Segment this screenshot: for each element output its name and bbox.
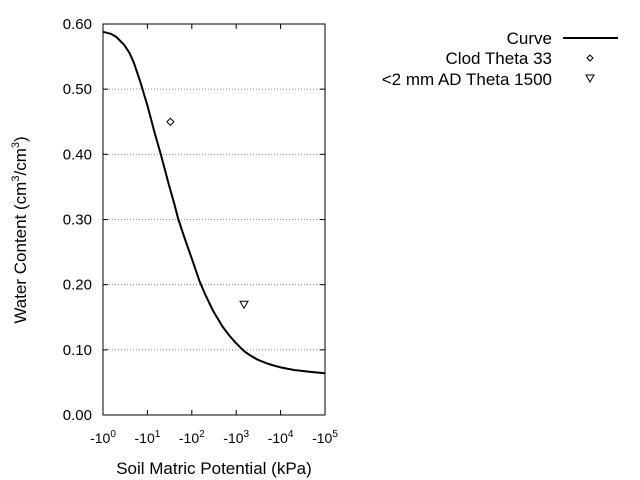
- legend: Curve Clod Theta 33 <2 mm AD Theta 1500: [382, 29, 618, 89]
- data-point-triangle-down: [239, 300, 249, 310]
- y-tick-label: 0.10: [63, 342, 92, 359]
- series-line-curve: [102, 30, 326, 375]
- y-tick-label: 0.40: [63, 146, 92, 163]
- legend-label-curve: Curve: [507, 29, 552, 48]
- legend-item-2mm-ad-theta-1500: <2 mm AD Theta 1500: [382, 70, 595, 89]
- legend-label-2mm-ad-theta-1500: <2 mm AD Theta 1500: [382, 70, 552, 89]
- x-tick-label: -105: [312, 429, 338, 446]
- y-tick-label: 0.00: [63, 407, 92, 424]
- legend-marker-triangle: [585, 74, 595, 84]
- y-tick-label: 0.60: [63, 16, 92, 33]
- data-point-diamond: [166, 117, 175, 126]
- x-tick-label: -101: [135, 429, 161, 446]
- y-tick-label: 0.30: [63, 212, 92, 229]
- grid-lines: [103, 88, 325, 351]
- x-tick-label: -100: [90, 429, 116, 446]
- y-tick-label: 0.50: [63, 81, 92, 98]
- y-axis: 0.00 0.10 0.20 0.30 0.40 0.50 0.60: [63, 16, 325, 424]
- y-axis-label: Water Content (cm3/cm3): [10, 136, 30, 323]
- point-markers: [166, 117, 249, 310]
- legend-label-clod-theta-33: Clod Theta 33: [446, 49, 552, 68]
- legend-marker-diamond: [586, 54, 594, 62]
- x-axis-label: Soil Matric Potential (kPa): [116, 459, 312, 478]
- y-tick-label: 0.20: [63, 277, 92, 294]
- x-tick-label: -102: [179, 429, 205, 446]
- curve-series: [102, 30, 326, 375]
- x-tick-label: -104: [268, 429, 294, 446]
- x-tick-label: -103: [223, 429, 249, 446]
- x-axis: -100 -101 -102 -103 -104 -105: [90, 24, 338, 446]
- legend-item-clod-theta-33: Clod Theta 33: [446, 49, 594, 68]
- legend-item-curve: Curve: [507, 29, 618, 48]
